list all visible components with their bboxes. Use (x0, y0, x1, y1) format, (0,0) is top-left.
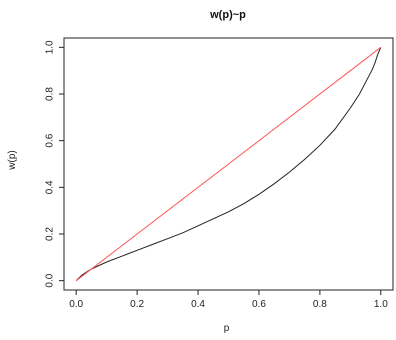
plot-area (63, 37, 394, 291)
x-tick-label: 0.2 (130, 299, 144, 310)
y-axis-label: w(p) (7, 150, 18, 170)
x-axis: 0.0 0.2 0.4 0.6 0.8 1.0 (69, 290, 388, 310)
x-axis-label: p (224, 323, 230, 334)
x-tick-label: 0.8 (313, 299, 327, 310)
y-tick-label: 1.0 (45, 40, 56, 54)
x-tick-label: 0.6 (252, 299, 266, 310)
x-tick-label: 0.0 (69, 299, 83, 310)
x-tick-label: 0.4 (191, 299, 205, 310)
series-line-2 (75, 46, 382, 282)
plot-frame (63, 37, 394, 291)
chart-title: w(p)~p (209, 9, 246, 21)
y-tick-label: 0.2 (45, 227, 56, 241)
y-tick-label: 0.4 (45, 180, 56, 194)
y-tick-label: 0.0 (45, 273, 56, 287)
x-tick-label: 1.0 (374, 299, 388, 310)
series-line-1 (75, 47, 382, 282)
y-tick-label: 0.8 (45, 87, 56, 101)
y-tick-label: 0.6 (45, 133, 56, 147)
y-axis: 0.0 0.2 0.4 0.6 0.8 1.0 (45, 40, 64, 288)
